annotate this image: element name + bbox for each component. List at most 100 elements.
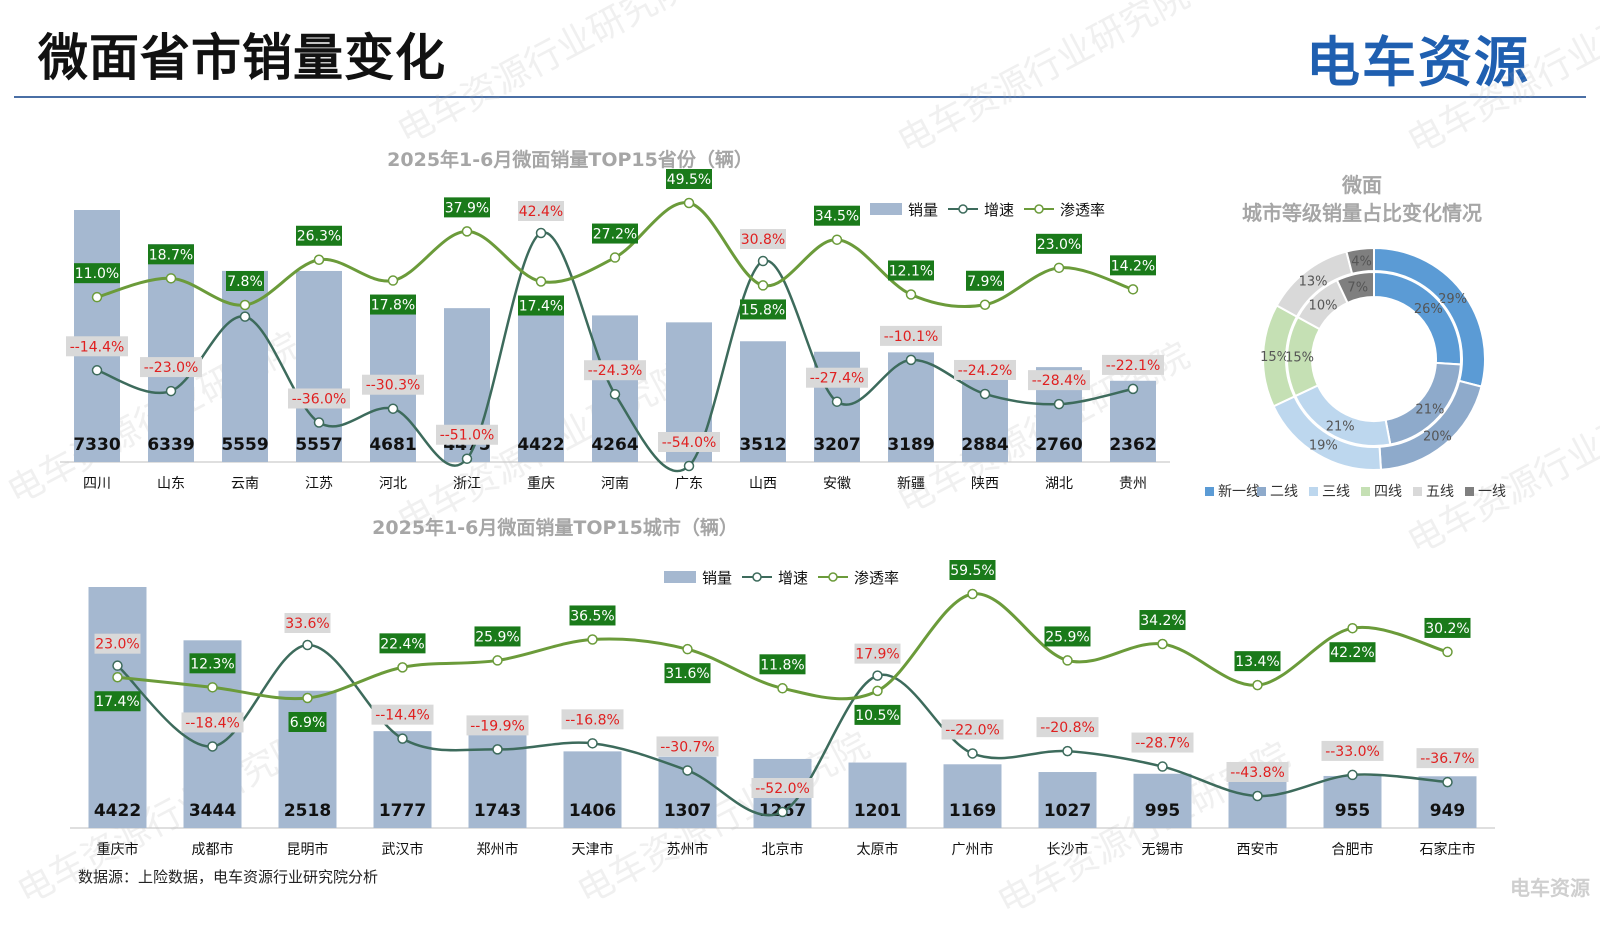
penetration-data-label-bg xyxy=(189,653,236,674)
penetration-point xyxy=(1157,638,1168,650)
penetration-data-label: 17.4% xyxy=(519,299,563,315)
category-label: 昆明市 xyxy=(287,841,329,858)
penetration-point xyxy=(905,289,917,300)
bar-value-label: 2884 xyxy=(961,435,1008,455)
penetration-data-label-bg xyxy=(854,704,901,725)
growth-data-label: --20.8% xyxy=(1040,720,1095,736)
donut-legend-swatch-新一线 xyxy=(1205,487,1214,496)
growth-data-label: --28.7% xyxy=(1135,736,1190,752)
growth-data-label: --36.0% xyxy=(292,391,347,407)
penetration-point xyxy=(757,280,769,291)
penetration-data-label: 22.4% xyxy=(380,636,424,652)
growth-data-label: --30.3% xyxy=(366,378,421,394)
category-label: 太原市 xyxy=(857,841,899,858)
penetration-data-label-bg xyxy=(148,244,194,265)
growth-data-label: --22.0% xyxy=(945,722,1000,738)
growth-data-label: --54.0% xyxy=(662,435,717,451)
bar-value-label: 949 xyxy=(1430,801,1466,821)
growth-data-label-bg xyxy=(751,778,814,798)
growth-data-label-bg xyxy=(466,715,529,736)
penetration-data-label: 42.2% xyxy=(1330,645,1374,661)
growth-data-label-bg xyxy=(941,719,1004,740)
page-title: 微面省市销量变化 xyxy=(38,29,446,87)
penetration-data-label: 7.8% xyxy=(227,274,263,290)
growth-data-label: --18.4% xyxy=(185,715,240,731)
category-label: 重庆市 xyxy=(97,841,139,858)
growth-data-label-bg xyxy=(371,704,434,725)
category-label: 长沙市 xyxy=(1047,841,1089,858)
penetration-point xyxy=(239,299,251,311)
penetration-data-label-bg xyxy=(226,271,264,291)
growth-point xyxy=(872,670,883,681)
category-label: 武汉市 xyxy=(382,841,424,858)
growth-data-label: --14.4% xyxy=(70,339,125,355)
penetration-data-label-bg xyxy=(1036,233,1082,254)
category-label: 西安市 xyxy=(1237,841,1279,858)
penetration-data-label: 34.2% xyxy=(1140,613,1184,629)
category-label: 浙江 xyxy=(453,476,481,492)
bar-value-label: 1027 xyxy=(1044,801,1091,821)
donut-legend-label: 五线 xyxy=(1426,484,1454,500)
growth-data-label: 33.6% xyxy=(285,616,329,632)
category-label: 四川 xyxy=(83,476,111,492)
category-label: 河南 xyxy=(601,476,629,492)
growth-point xyxy=(1442,776,1453,788)
penetration-data-label: 12.3% xyxy=(190,656,234,672)
donut-legend-swatch-二线 xyxy=(1257,487,1266,496)
growth-data-label-bg xyxy=(656,736,719,757)
penetration-data-label-bg xyxy=(379,633,426,654)
growth-point xyxy=(313,417,325,428)
penetration-point xyxy=(112,671,123,683)
category-label: 河北 xyxy=(379,476,407,492)
bar-江苏 xyxy=(296,270,342,462)
penetration-series-line xyxy=(117,592,1448,701)
growth-data-label-bg xyxy=(1102,354,1164,375)
penetration-data-label-bg xyxy=(569,605,616,626)
legend-growth-marker xyxy=(752,572,762,582)
legend-sales-label: 销量 xyxy=(908,201,938,219)
growth-data-label: --24.2% xyxy=(958,363,1013,379)
penetration-point xyxy=(535,276,547,287)
category-label: 合肥市 xyxy=(1332,841,1374,858)
penetration-point xyxy=(682,643,693,655)
penetration-data-label-bg xyxy=(814,205,860,226)
penetration-data-label-bg xyxy=(288,712,327,732)
donut-inner-label: 26% xyxy=(1414,302,1443,317)
penetration-data-label-bg xyxy=(444,197,490,218)
penetration-point xyxy=(587,634,598,645)
category-label: 安徽 xyxy=(823,476,851,492)
growth-data-label-bg xyxy=(1416,748,1479,769)
bar-value-label: 4681 xyxy=(369,435,416,455)
growth-point xyxy=(239,311,251,322)
category-label: 郑州市 xyxy=(477,841,519,858)
growth-data-label-bg xyxy=(1131,732,1194,753)
penetration-point xyxy=(1053,262,1065,274)
penetration-data-label: 27.2% xyxy=(593,227,637,243)
penetration-point xyxy=(831,234,843,245)
category-label: 陕西 xyxy=(971,476,999,492)
legend-penetration-marker xyxy=(828,572,838,582)
penetration-point xyxy=(872,685,883,697)
bar-太原市 xyxy=(848,762,907,828)
growth-data-label: --51.0% xyxy=(440,428,495,444)
category-label: 成都市 xyxy=(192,841,234,858)
penetration-point xyxy=(1442,646,1453,658)
growth-data-label-bg xyxy=(740,229,786,250)
penetration-point xyxy=(313,254,325,265)
bar-value-label: 995 xyxy=(1145,801,1181,821)
growth-data-label: --10.1% xyxy=(884,329,939,345)
bar-value-label: 4422 xyxy=(94,801,141,821)
growth-point xyxy=(112,660,123,671)
growth-data-label-bg xyxy=(436,424,498,445)
growth-data-label: --52.0% xyxy=(755,781,810,797)
bar-value-label: 955 xyxy=(1335,801,1371,821)
donut-legend-swatch-四线 xyxy=(1361,487,1370,496)
penetration-data-label: 26.3% xyxy=(297,229,341,245)
title-divider xyxy=(14,96,1586,98)
donut-outer-label: 19% xyxy=(1309,439,1338,454)
growth-data-label-bg xyxy=(1226,762,1289,783)
legend-penetration-marker xyxy=(1034,204,1044,214)
penetration-point xyxy=(609,252,621,263)
legend-growth-label: 增速 xyxy=(984,201,1014,219)
growth-point xyxy=(979,388,991,400)
